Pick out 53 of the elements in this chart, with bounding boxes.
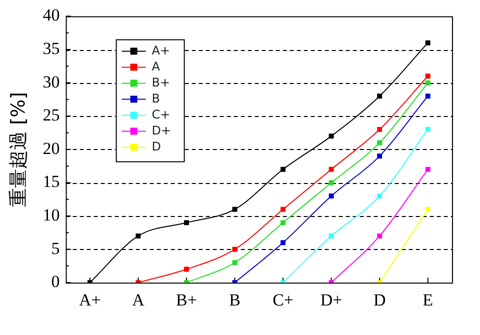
x-tick-label: B+ (176, 290, 197, 310)
y-tick-label: 40 (42, 6, 60, 25)
point (280, 166, 286, 172)
legend-label: C+ (152, 107, 170, 122)
point (328, 234, 334, 238)
point (377, 154, 382, 159)
point (425, 166, 430, 172)
point (184, 266, 189, 272)
point (377, 140, 382, 146)
point (232, 246, 238, 252)
x-tick-label: D (373, 290, 386, 310)
point (425, 206, 430, 212)
y-tick-label: 0 (51, 272, 60, 292)
x-tick-label: C+ (272, 290, 294, 310)
y-tick-label: 25 (42, 106, 60, 125)
point (280, 206, 286, 212)
legend-label: D+ (152, 123, 172, 138)
y-tick-label: 10 (42, 205, 60, 224)
legend-label: D (152, 139, 162, 154)
point (425, 94, 430, 99)
point (425, 40, 430, 46)
legend-label: B (152, 91, 160, 106)
legend-label: B+ (152, 75, 170, 90)
point (328, 166, 334, 172)
x-tick-label: E (422, 290, 434, 310)
point (425, 74, 430, 79)
point (184, 220, 189, 226)
y-tick-label: 35 (42, 38, 60, 58)
point (328, 180, 334, 186)
y-tick-label: 5 (51, 238, 60, 258)
x-tick-label: A+ (79, 290, 101, 310)
y-tick-label: 30 (42, 72, 60, 92)
x-tick-label: D+ (320, 290, 342, 310)
point (377, 94, 382, 99)
y-tick-label: 15 (42, 172, 60, 192)
point (232, 260, 238, 266)
point (377, 234, 382, 238)
legend-label: A (152, 59, 161, 74)
point (377, 126, 382, 132)
point (425, 80, 430, 86)
point (377, 194, 382, 198)
point (232, 206, 238, 212)
y-tick-label: 20 (42, 138, 60, 158)
point (280, 220, 286, 226)
point (328, 194, 334, 198)
point (136, 234, 141, 238)
x-tick-label: B (229, 290, 240, 310)
x-tick-label: A (132, 290, 146, 310)
point (425, 126, 430, 132)
point (280, 240, 286, 246)
point (328, 134, 334, 139)
legend-label: A+ (152, 43, 170, 58)
y-axis-title: 重量超過 [%] (7, 92, 30, 207)
